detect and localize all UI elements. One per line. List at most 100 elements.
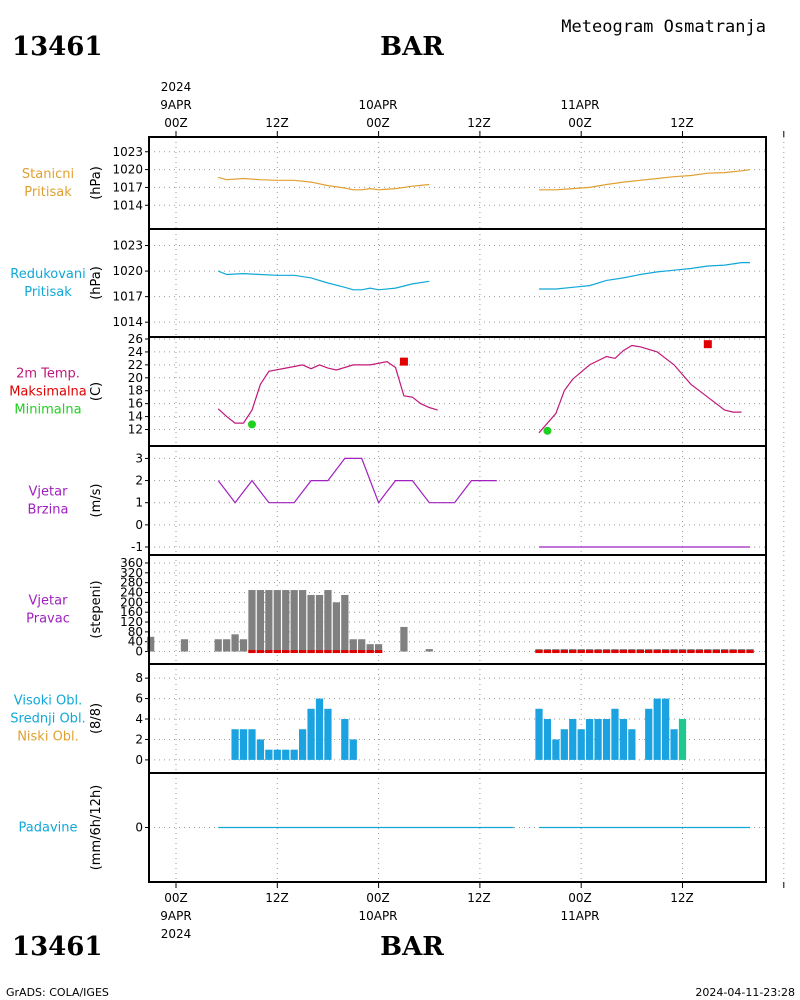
time-label-bottom-5: 00Z [568, 891, 592, 905]
cloud-bar [282, 749, 290, 760]
station-name-bottom: BAR [380, 932, 444, 962]
direction-zero-marker [670, 650, 678, 654]
y-tick-label: -1 [131, 540, 143, 554]
y-tick-label: 4 [135, 712, 143, 726]
cloud-bar [349, 739, 357, 760]
direction-bar [366, 644, 374, 652]
direction-zero-marker [341, 650, 349, 654]
direction-bar [341, 594, 349, 652]
direction-zero-marker [324, 650, 332, 654]
direction-zero-marker [374, 650, 383, 654]
direction-zero-marker [611, 650, 619, 654]
panel-background [149, 229, 766, 337]
panel-label: Padavine [19, 821, 78, 836]
y-tick-label: 240 [120, 586, 143, 600]
time-label-bottom-6: 12Z [670, 891, 694, 905]
direction-bar [282, 590, 290, 652]
direction-zero-marker [535, 650, 543, 654]
series-line [217, 270, 430, 291]
direction-zero-marker [273, 650, 282, 654]
y-tick-label: 0 [135, 821, 143, 835]
cloud-bar [586, 719, 594, 760]
direction-bar [273, 590, 281, 652]
y-tick-label: 80 [128, 625, 143, 639]
date-label-top-2: 10APR [358, 98, 397, 112]
cloud-bar [290, 749, 298, 760]
cloud-bar [594, 719, 602, 760]
panel-background [149, 337, 766, 446]
direction-zero-marker [569, 650, 577, 654]
panel-label: Brzina [28, 503, 69, 518]
direction-zero-marker [543, 650, 552, 654]
direction-zero-marker [585, 650, 594, 654]
cloud-bar [256, 739, 265, 760]
panel-label: Vjetar [29, 594, 69, 609]
date-label-top-3: 11APR [560, 98, 599, 112]
direction-zero-marker [737, 650, 746, 654]
panel-label: Srednji Obl. [10, 712, 85, 727]
panel-label: Minimalna [14, 403, 81, 418]
y-axis-label: (mm/6h/12h) [89, 785, 104, 871]
y-tick-label: 20 [128, 371, 143, 385]
timestamp-label: 2024-04-11-23:28 [695, 986, 795, 999]
panel-label: Pritisak [24, 285, 72, 300]
cloud-bar [661, 698, 670, 760]
direction-bar [299, 590, 307, 652]
cloud-bar [341, 719, 349, 760]
y-tick-label: 2 [135, 474, 143, 488]
cloud-bar [569, 719, 577, 760]
direction-zero-marker [265, 650, 273, 654]
panel-4: -1 0 1 2 3 Vjetar Brzina (m/s) [28, 445, 785, 556]
direction-bar [239, 639, 248, 652]
direction-bar [223, 639, 231, 652]
direction-zero-marker [349, 650, 357, 654]
time-label-bottom-4: 12Z [467, 891, 491, 905]
direction-bar [231, 634, 239, 652]
panel-label: Pravac [26, 612, 70, 627]
series-line [539, 262, 750, 290]
series-line [539, 169, 751, 191]
y-tick-label: 1023 [112, 145, 143, 159]
series-line [217, 457, 497, 504]
panel-background [149, 137, 766, 229]
cloud-bar [324, 708, 332, 760]
direction-zero-marker [307, 650, 315, 654]
direction-zero-marker [357, 650, 366, 654]
cloud-bar [273, 749, 281, 760]
direction-bar [180, 639, 189, 652]
y-tick-label: 280 [120, 576, 143, 590]
direction-bar [358, 639, 366, 652]
direction-bar [248, 590, 256, 652]
y-tick-label: 26 [128, 332, 143, 346]
y-tick-label: 2 [135, 732, 143, 746]
y-tick-label: 1023 [112, 239, 143, 253]
time-label-bottom-1: 00Z [164, 891, 188, 905]
direction-bar [425, 649, 433, 652]
direction-bar [400, 626, 408, 652]
y-tick-label: 1020 [112, 264, 143, 278]
date-label-bottom-3: 11APR [560, 909, 599, 923]
direction-zero-marker [653, 650, 661, 654]
cloud-bar [315, 698, 324, 760]
cloud-bar [552, 739, 560, 760]
panel-6: 0 2 4 6 8 Visoki Obl. Srednji Obl. Niski Obl. (8… [10, 663, 785, 774]
y-tick-label: 1020 [112, 163, 143, 177]
y-tick-label: 200 [120, 595, 143, 609]
direction-zero-marker [248, 650, 256, 654]
cloud-bar [535, 708, 543, 760]
year-label-bottom: 2024 [161, 927, 192, 941]
cloud-bar [577, 729, 585, 760]
y-axis-label: (m/s) [89, 484, 104, 518]
cloud-bar [653, 698, 661, 760]
y-tick-label: 22 [128, 358, 143, 372]
direction-zero-marker [315, 650, 324, 654]
cloud-bar-mid [678, 719, 687, 760]
panel-label: Pritisak [24, 185, 72, 200]
cloud-bar [645, 708, 653, 760]
y-tick-label: 3 [135, 451, 143, 465]
direction-bar [147, 636, 155, 652]
direction-bar [256, 590, 265, 652]
direction-zero-marker [687, 650, 695, 654]
